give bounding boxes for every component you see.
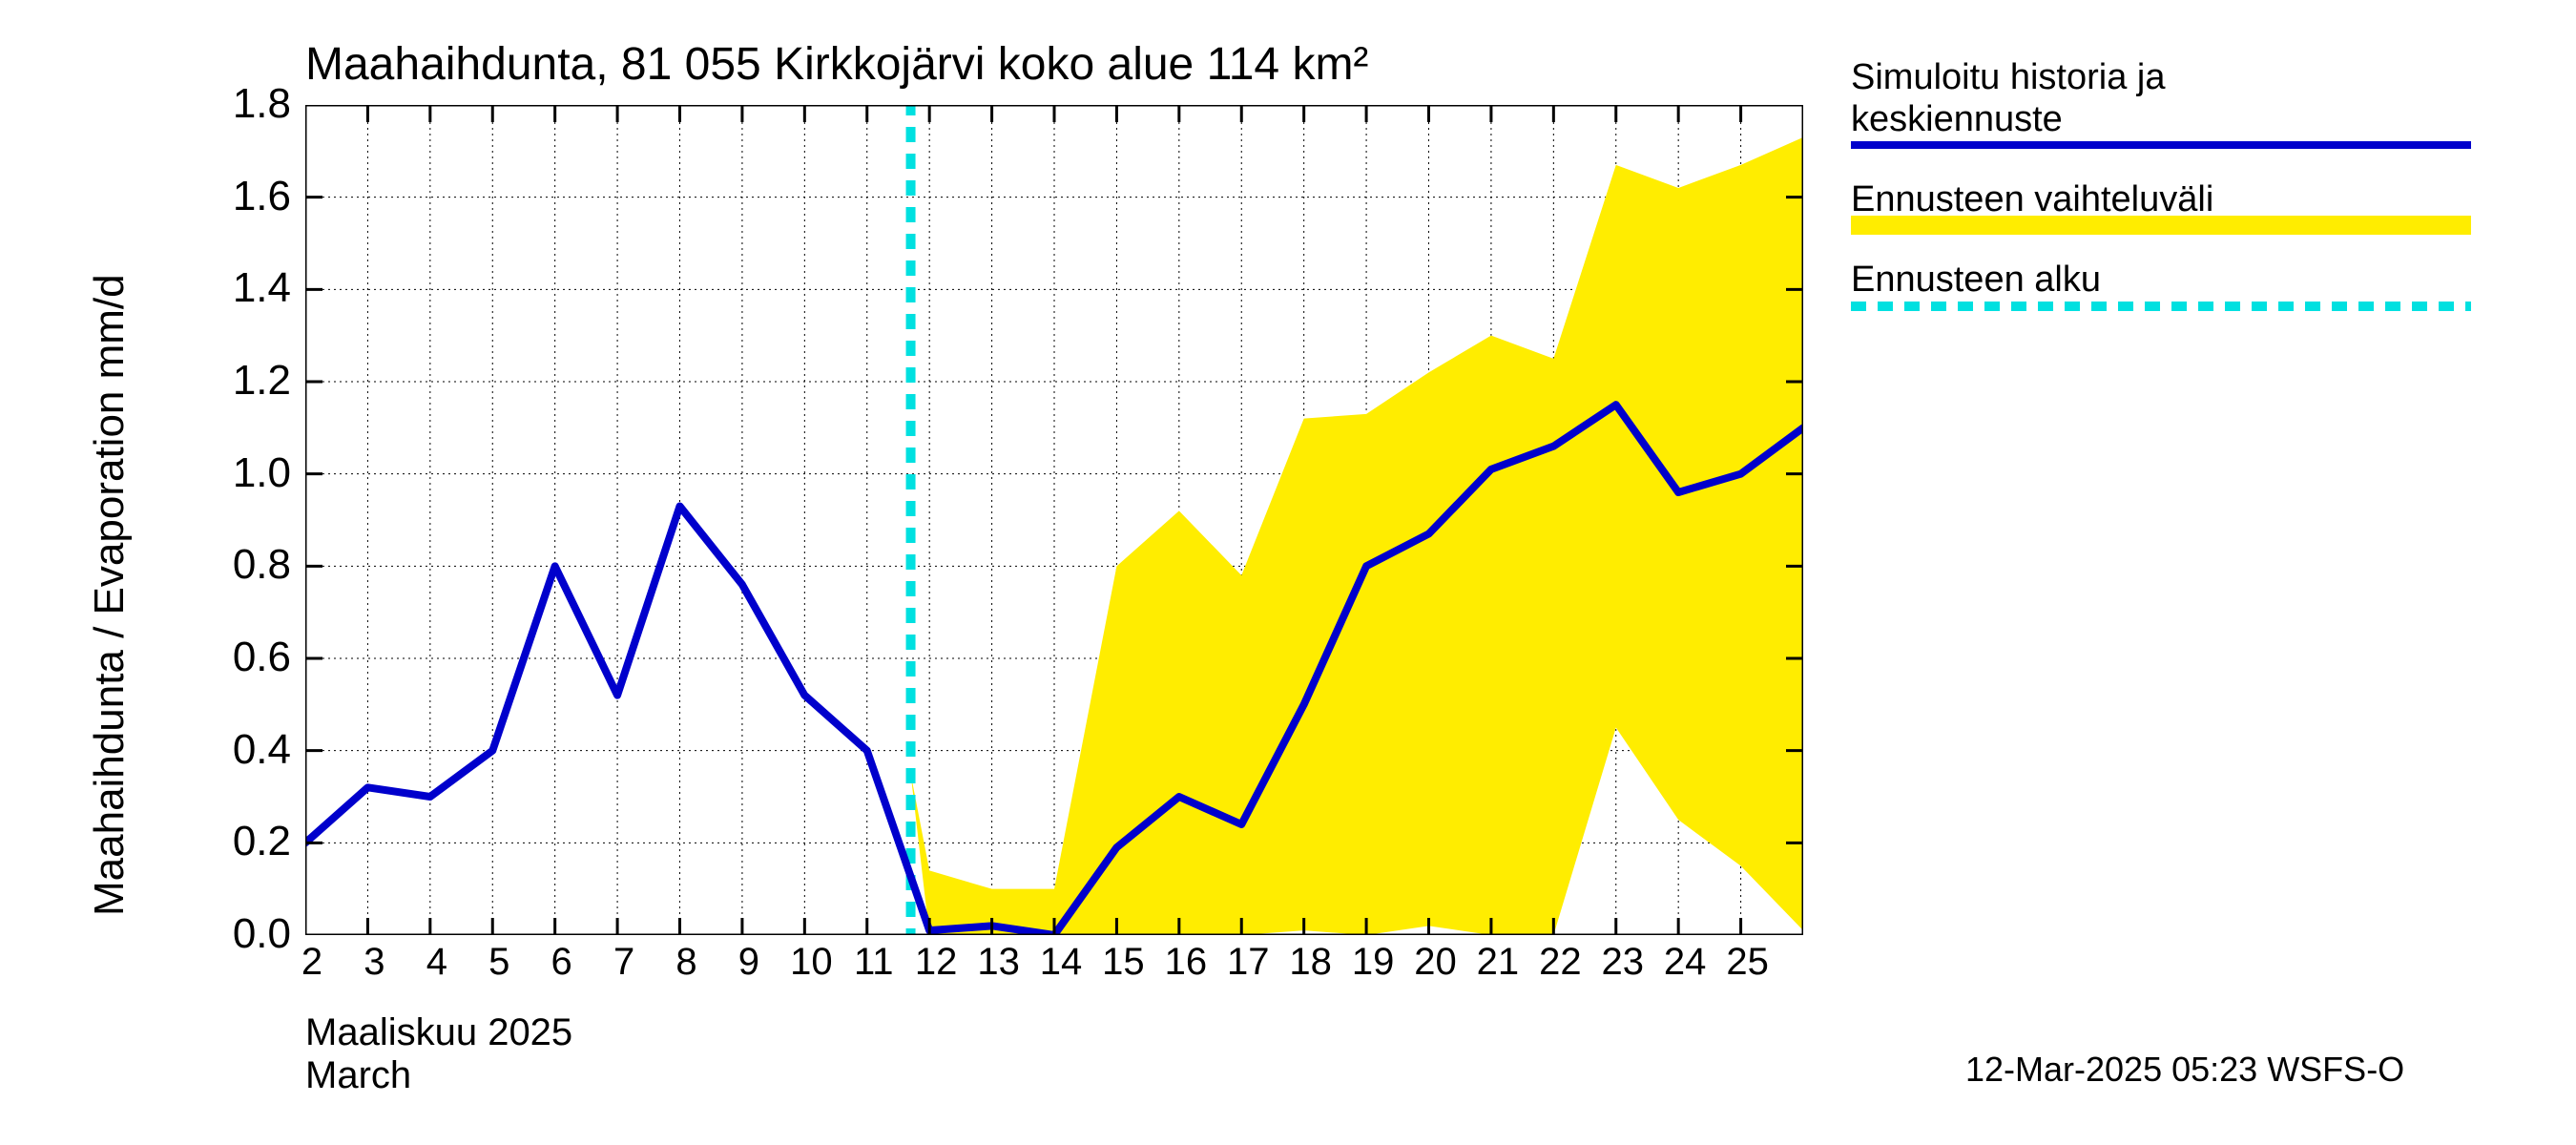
x-tick-label: 19 — [1349, 941, 1397, 984]
legend-label: keskiennuste — [1851, 99, 2063, 140]
y-tick-label: 0.4 — [215, 726, 291, 774]
plot-area — [305, 105, 1803, 935]
y-tick-label: 1.0 — [215, 449, 291, 497]
x-tick-label: 13 — [975, 941, 1023, 984]
x-tick-label: 25 — [1724, 941, 1772, 984]
x-tick-label: 8 — [663, 941, 711, 984]
y-axis-label: Maahaihdunta / Evaporation mm/d — [86, 274, 134, 916]
legend-label: Ennusteen alku — [1851, 260, 2101, 301]
x-tick-label: 14 — [1037, 941, 1085, 984]
x-tick-label: 16 — [1162, 941, 1210, 984]
x-tick-label: 24 — [1661, 941, 1709, 984]
x-tick-label: 3 — [350, 941, 398, 984]
x-tick-label: 4 — [413, 941, 461, 984]
x-tick-label: 6 — [538, 941, 586, 984]
x-tick-label: 18 — [1287, 941, 1335, 984]
x-month-label-2: March — [305, 1054, 411, 1097]
legend-label: Simuloitu historia ja — [1851, 57, 2165, 98]
chart-title: Maahaihdunta, 81 055 Kirkkojärvi koko al… — [305, 38, 1368, 91]
x-tick-label: 12 — [912, 941, 960, 984]
x-tick-label: 5 — [475, 941, 523, 984]
legend-swatch — [1851, 302, 2471, 311]
x-tick-label: 11 — [850, 941, 898, 984]
legend-label: Ennusteen vaihteluväli — [1851, 179, 2213, 220]
x-tick-label: 23 — [1599, 941, 1647, 984]
x-tick-label: 15 — [1099, 941, 1147, 984]
y-tick-label: 0.8 — [215, 541, 291, 589]
chart-container: Maahaihdunta, 81 055 Kirkkojärvi koko al… — [0, 0, 2576, 1145]
x-tick-label: 20 — [1412, 941, 1460, 984]
x-tick-label: 2 — [288, 941, 336, 984]
x-tick-label: 17 — [1224, 941, 1272, 984]
y-tick-label: 1.6 — [215, 173, 291, 220]
x-tick-label: 10 — [787, 941, 835, 984]
legend-swatch — [1851, 141, 2471, 149]
legend-swatch — [1851, 216, 2471, 235]
y-tick-label: 0.2 — [215, 818, 291, 865]
x-tick-label: 21 — [1474, 941, 1522, 984]
y-tick-label: 0.0 — [215, 910, 291, 958]
y-tick-label: 0.6 — [215, 634, 291, 681]
y-tick-label: 1.2 — [215, 357, 291, 405]
footer-timestamp: 12-Mar-2025 05:23 WSFS-O — [1965, 1050, 2404, 1090]
x-tick-label: 9 — [725, 941, 773, 984]
x-tick-label: 22 — [1536, 941, 1584, 984]
y-tick-label: 1.4 — [215, 264, 291, 312]
x-month-label-1: Maaliskuu 2025 — [305, 1011, 572, 1054]
y-tick-label: 1.8 — [215, 80, 291, 128]
x-tick-label: 7 — [600, 941, 648, 984]
